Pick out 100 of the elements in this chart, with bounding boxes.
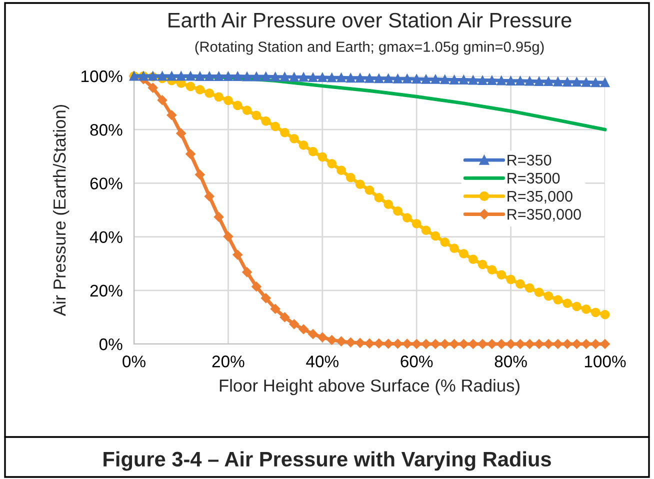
point (478, 339, 488, 349)
point (242, 267, 252, 278)
point (450, 244, 459, 254)
point (176, 71, 186, 81)
x-tick-label: 60% (400, 356, 433, 368)
point (506, 274, 516, 284)
point (421, 339, 431, 349)
point (590, 308, 600, 318)
point (581, 304, 591, 314)
point (515, 339, 526, 349)
point (364, 185, 374, 195)
point (336, 166, 346, 176)
y-axis-title: Air Pressure (Earth/Station) (52, 104, 70, 316)
point (421, 74, 431, 84)
legend-label: R=35,000 (508, 190, 572, 204)
point (326, 335, 337, 345)
point (478, 260, 488, 270)
point (392, 338, 403, 349)
x-tick-label: 40% (306, 356, 338, 368)
point (496, 76, 506, 86)
point (298, 140, 308, 150)
point (412, 74, 422, 84)
point (534, 76, 544, 86)
point (412, 339, 422, 349)
point (572, 339, 582, 349)
point (440, 74, 450, 84)
point (204, 191, 214, 202)
point (289, 72, 299, 82)
point (232, 72, 242, 81)
point (374, 192, 384, 202)
point (412, 218, 422, 228)
point (440, 339, 450, 349)
point (590, 78, 600, 88)
chart-title: Earth Air Pressure over Station Air Pressure (168, 12, 572, 28)
point (430, 339, 440, 349)
point (195, 72, 205, 81)
point (336, 72, 346, 82)
point (506, 339, 516, 349)
point (440, 237, 450, 247)
point (478, 76, 488, 85)
point (355, 180, 365, 189)
point (458, 339, 469, 349)
point (506, 76, 516, 86)
point (553, 76, 563, 86)
point (393, 206, 402, 216)
point (562, 339, 572, 349)
point (232, 100, 242, 110)
point (468, 75, 478, 85)
point (252, 282, 262, 292)
point (496, 270, 506, 280)
point (600, 310, 610, 320)
point (524, 76, 534, 86)
y-tick-label: 60% (90, 178, 122, 190)
point (534, 288, 544, 297)
point (487, 339, 497, 349)
point (318, 72, 328, 82)
point (298, 324, 308, 334)
x-tick-label: 100% (584, 356, 626, 368)
point (204, 72, 214, 81)
x-tick-label: 20% (212, 356, 244, 368)
legend-label: R=350,000 (508, 208, 581, 222)
point (544, 76, 554, 86)
point (308, 146, 318, 156)
y-tick-label: 40% (90, 231, 122, 244)
point (374, 338, 384, 348)
point (581, 77, 591, 87)
point (336, 336, 346, 346)
point (280, 128, 290, 138)
point (552, 339, 563, 349)
point (261, 116, 271, 126)
point (383, 338, 394, 349)
point (346, 73, 356, 83)
point (308, 329, 318, 340)
point (224, 72, 233, 81)
legend-label: R=350 (508, 154, 552, 166)
point (270, 122, 280, 132)
y-tick-label: 80% (90, 124, 122, 136)
point (166, 110, 177, 120)
point (186, 149, 196, 159)
point (195, 84, 205, 94)
x-axis-title: Floor Height above Surface (% Radius) (220, 378, 520, 396)
point (534, 339, 544, 349)
point (459, 248, 468, 258)
point (421, 226, 431, 236)
point (562, 298, 572, 308)
point (280, 72, 290, 82)
x-tick-label: 0% (122, 356, 146, 368)
point (384, 74, 394, 84)
point (590, 339, 601, 349)
point (384, 200, 394, 210)
point (487, 265, 497, 274)
point (459, 75, 468, 84)
point (224, 96, 233, 106)
point (355, 338, 366, 348)
point (223, 232, 234, 242)
point (346, 337, 356, 348)
point (393, 74, 402, 84)
point (581, 339, 592, 349)
point (298, 72, 308, 82)
legend-label: R=3500 (508, 172, 560, 184)
